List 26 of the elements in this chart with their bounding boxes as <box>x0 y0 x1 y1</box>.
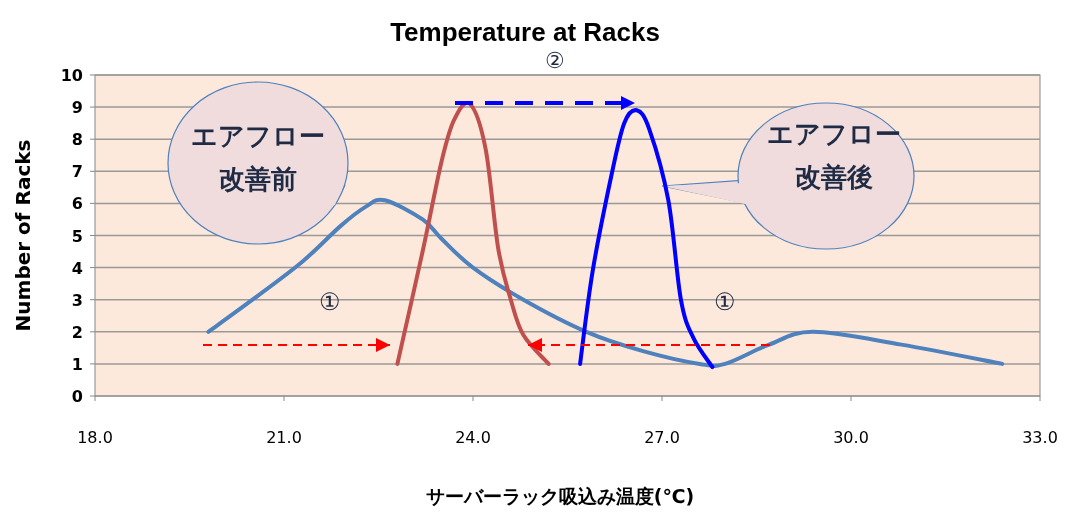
x-axis-title: サーバーラック吸込み温度(℃) <box>425 485 695 507</box>
y-tick-label: 1 <box>71 354 83 374</box>
chart-title: Temperature at Racks <box>390 17 660 47</box>
x-tick-label: 18.0 <box>77 428 113 447</box>
text: ② <box>545 48 565 73</box>
y-tick-label: 8 <box>71 130 83 150</box>
annotation: ① <box>714 288 736 316</box>
y-tick-label: 6 <box>71 194 83 214</box>
annotation: 改善前 <box>219 164 297 194</box>
x-tick-label: 30.0 <box>833 428 869 447</box>
y-tick-label: 0 <box>71 387 83 406</box>
y-tick-label: 3 <box>71 290 83 310</box>
y-tick-label: 5 <box>71 226 83 246</box>
x-tick-label: 33.0 <box>1022 428 1058 447</box>
annotation: エアフロー <box>191 121 325 151</box>
y-tick-label: 9 <box>71 98 83 118</box>
annotation: ① <box>319 288 341 316</box>
x-tick-label: 21.0 <box>266 428 302 447</box>
y-tick-label: 7 <box>71 162 83 182</box>
y-tick-label: 2 <box>71 322 83 342</box>
y-tick-label: 10 <box>60 66 83 85</box>
annotation: 改善後 <box>795 162 873 192</box>
y-tick-label: 4 <box>71 258 83 278</box>
x-tick-label: 27.0 <box>644 428 680 447</box>
y-axis-title: Number of Racks <box>11 139 35 332</box>
x-tick-label: 24.0 <box>455 428 491 447</box>
